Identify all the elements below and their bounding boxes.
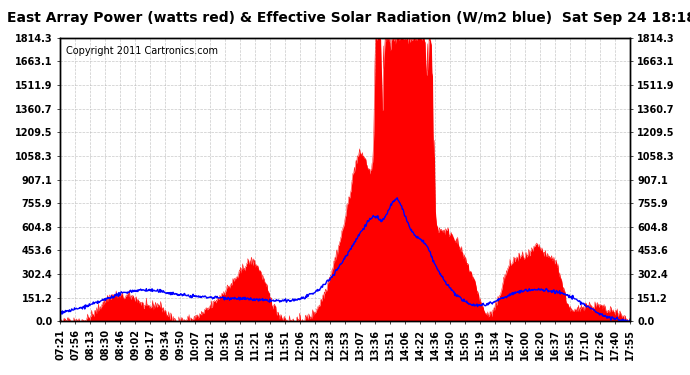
Text: Copyright 2011 Cartronics.com: Copyright 2011 Cartronics.com — [66, 46, 218, 56]
Text: East Array Power (watts red) & Effective Solar Radiation (W/m2 blue)  Sat Sep 24: East Array Power (watts red) & Effective… — [7, 11, 690, 25]
